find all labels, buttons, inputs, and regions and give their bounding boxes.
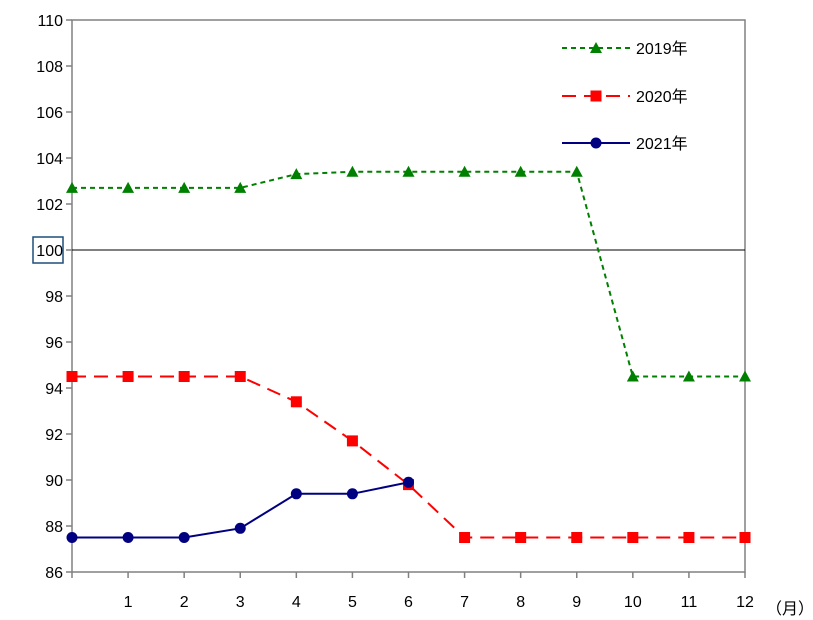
data-point [514, 165, 527, 177]
y-tick-label: 98 [45, 289, 63, 306]
data-point [683, 532, 695, 543]
highlight-box [32, 236, 64, 264]
x-tick-label: 9 [572, 594, 581, 611]
data-point [234, 371, 246, 382]
y-tick-label: 86 [45, 565, 63, 582]
series-2021年 [66, 476, 414, 543]
y-tick-label: 92 [45, 427, 63, 444]
data-point [234, 522, 246, 534]
legend-label: 2020年 [636, 88, 688, 106]
y-tick-label: 102 [36, 197, 63, 214]
series-layer [66, 165, 751, 543]
y-tick-label: 110 [37, 13, 63, 30]
data-point [402, 165, 415, 177]
x-tick-label: 3 [236, 594, 245, 611]
data-point [290, 488, 302, 500]
data-point [234, 181, 247, 193]
legend: 2019年 2020年 2021年 [562, 40, 688, 153]
data-point [403, 476, 414, 488]
y-tick-label: 108 [36, 59, 63, 76]
data-point [66, 532, 78, 543]
x-tick-label: 5 [348, 594, 357, 611]
x-tick-label: 8 [516, 594, 525, 611]
data-point [178, 181, 191, 193]
data-point [346, 488, 358, 500]
data-point [682, 370, 695, 382]
data-point [346, 165, 359, 177]
x-tick-label: 7 [460, 594, 469, 611]
data-point [459, 532, 471, 543]
data-point [178, 371, 190, 382]
data-point [66, 181, 78, 193]
data-point [346, 435, 358, 447]
legend-marker [590, 90, 602, 102]
x-tick-label: 6 [404, 594, 413, 611]
y-tick-label: 90 [45, 473, 63, 490]
data-point [739, 532, 751, 543]
data-point [66, 371, 78, 382]
x-tick-label: 10 [624, 594, 642, 611]
data-point [290, 396, 302, 408]
data-point [739, 370, 751, 382]
x-tick-label: 12 [736, 594, 754, 611]
x-axis: 1 2 3 4 5 6 7 8 9 10 11 12 [71, 572, 754, 611]
series-2020年 [66, 371, 751, 543]
data-point [290, 168, 303, 180]
data-point [458, 165, 471, 177]
data-point [515, 532, 527, 543]
x-tick-label: 1 [124, 594, 133, 611]
legend-marker [590, 137, 602, 149]
y-tick-label: 96 [45, 335, 63, 352]
y-tick-label: 106 [36, 105, 63, 122]
data-point [122, 181, 135, 193]
x-unit-label: （月） [766, 600, 813, 618]
legend-label: 2021年 [636, 135, 688, 153]
x-tick-label: 4 [292, 594, 301, 611]
y-tick-label: 104 [36, 151, 63, 168]
x-tick-label: 11 [681, 594, 698, 611]
data-point [122, 532, 134, 543]
data-point [627, 532, 639, 543]
legend-label: 2019年 [636, 40, 688, 58]
data-point [122, 371, 134, 382]
data-point [570, 165, 583, 177]
y-axis: 86 88 90 92 94 96 98 100 102 104 106 108 110 [32, 13, 72, 582]
y-tick-label: 88 [45, 519, 63, 536]
y-tick-label: 94 [45, 381, 63, 398]
series-2019年 [66, 165, 751, 382]
data-point [626, 370, 639, 382]
data-point [571, 532, 583, 543]
x-tick-label: 2 [180, 594, 189, 611]
y-tick-label: 100 [36, 243, 63, 260]
legend-marker [590, 42, 602, 53]
data-point [178, 532, 190, 543]
